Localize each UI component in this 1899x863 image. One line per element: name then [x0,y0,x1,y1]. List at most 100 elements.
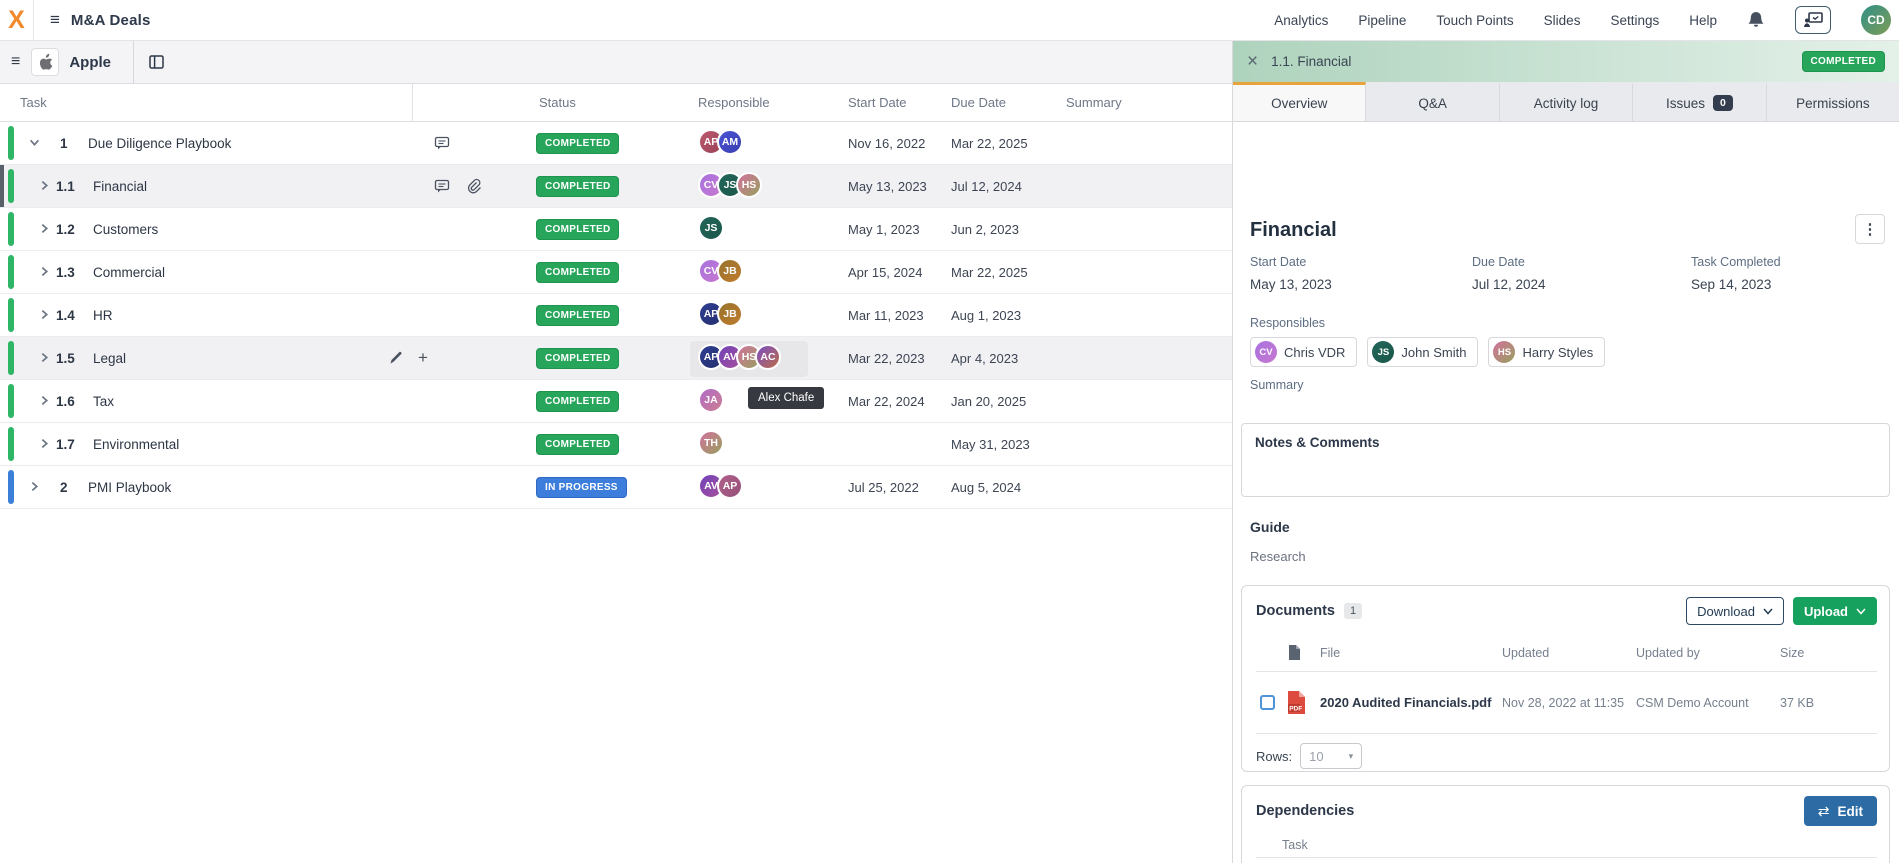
responsible-avatars[interactable]: TH [698,430,724,456]
nav-touch-points[interactable]: Touch Points [1436,12,1514,28]
task-name[interactable]: Financial [93,179,148,194]
demo-presentation-button[interactable] [1795,6,1831,34]
chevron-right-icon[interactable] [39,180,50,191]
document-row[interactable]: PDF 2020 Audited Financials.pdf Nov 28, … [1256,672,1877,734]
table-row[interactable]: 1.4 HR COMPLETED AP JB Mar 11, 2023 Aug … [0,294,1232,337]
dependency-row[interactable]: → Audited (if available) or unaudited (i… [1256,857,1877,863]
tab-label: Activity log [1533,95,1599,111]
responsible-avatars[interactable]: CV JS HS [698,172,762,198]
table-row-hovered[interactable]: 1.5 Legal + COMPLETED AP AV HS AC Mar 22… [0,337,1232,380]
responsible-avatars[interactable]: AV AP [698,473,743,499]
edit-dependencies-button[interactable]: ⇄ Edit [1803,796,1877,826]
tab-qa[interactable]: Q&A [1366,82,1500,121]
responsible-avatars[interactable]: JA [698,387,724,413]
responsible-avatars[interactable]: CV JB [698,258,743,284]
tab-activity-log[interactable]: Activity log [1499,82,1634,121]
avatar[interactable]: AC [755,344,781,370]
table-row[interactable]: 1.3 Commercial COMPLETED CV JB Apr 15, 2… [0,251,1232,294]
nav-slides[interactable]: Slides [1543,12,1581,28]
table-row[interactable]: 1.7 Environmental COMPLETED TH May 31, 2… [0,423,1232,466]
rows-per-page-select[interactable]: 10 ▾ [1300,743,1363,769]
notifications-bell-icon[interactable] [1747,10,1765,30]
nav-help[interactable]: Help [1689,12,1717,28]
responsible-name: Chris VDR [1284,344,1346,360]
table-row[interactable]: 1.2 Customers COMPLETED JS May 1, 2023 J… [0,208,1232,251]
table-row[interactable]: 1 Due Diligence Playbook COMPLETED AP AM… [0,122,1232,165]
responsible-name: Harry Styles [1522,344,1594,360]
deal-menu-icon[interactable]: ≡ [11,53,21,70]
chevron-down-icon[interactable] [29,137,40,148]
nav-pipeline[interactable]: Pipeline [1358,12,1407,28]
brand-logo[interactable]: X [0,0,34,40]
edit-pencil-icon[interactable] [389,350,404,365]
responsible-avatars[interactable]: AP AV HS AC [698,344,781,370]
doc-col-file: File [1320,646,1341,660]
user-avatar[interactable]: CD [1861,5,1891,35]
avatar[interactable]: AP [717,473,743,499]
chevron-right-icon[interactable] [39,266,50,277]
close-icon[interactable]: × [1247,51,1259,72]
avatar[interactable]: TH [698,430,724,456]
chevron-right-icon[interactable] [39,395,50,406]
chevron-down-icon [1763,608,1773,615]
responsible-chip[interactable]: JS John Smith [1367,337,1479,367]
task-name[interactable]: Environmental [93,437,180,452]
chevron-right-icon[interactable] [39,309,50,320]
task-name[interactable]: Customers [93,222,159,237]
kebab-menu-button[interactable]: ⋮ [1855,214,1885,244]
responsible-avatars[interactable]: JS [698,215,724,241]
tab-issues[interactable]: Issues 0 [1633,82,1767,121]
topbar-menu-icon[interactable]: ≡ [50,10,60,29]
document-checkbox[interactable] [1260,695,1275,710]
col-status: Status [539,95,576,110]
tab-overview[interactable]: Overview [1233,82,1367,121]
attachment-icon[interactable] [466,178,481,194]
avatar[interactable]: HS [736,172,762,198]
task-number: 1.5 [56,351,75,366]
nav-analytics[interactable]: Analytics [1274,12,1329,28]
nav-settings[interactable]: Settings [1610,12,1660,28]
avatar[interactable]: AM [717,129,743,155]
rows-label: Rows: [1256,748,1293,764]
table-row[interactable]: 1.6 Tax COMPLETED JA Mar 22, 2024 Jan 20… [0,380,1232,423]
task-name[interactable]: Tax [93,394,115,409]
download-label: Download [1697,603,1755,619]
top-bar: X ≡ M&A Deals Analytics Pipeline Touch P… [0,0,1899,41]
board-view-icon[interactable] [149,55,164,69]
document-name-link[interactable]: 2020 Audited Financials.pdf [1320,695,1492,710]
responsible-avatars[interactable]: AP JB [698,301,743,327]
chevron-right-icon[interactable] [39,438,50,449]
start-date: Mar 11, 2023 [848,308,924,323]
chevron-right-icon[interactable] [29,481,40,492]
avatar[interactable]: JB [717,258,743,284]
task-name[interactable]: Due Diligence Playbook [88,136,232,151]
responsible-avatars[interactable]: AP AM [698,129,743,155]
due-date: Apr 4, 2023 [951,351,1019,366]
comment-icon[interactable] [434,178,450,194]
comment-icon[interactable] [434,135,450,151]
download-button[interactable]: Download [1686,597,1784,625]
chevron-right-icon[interactable] [39,223,50,234]
task-name[interactable]: Legal [93,351,127,366]
issues-count-badge: 0 [1713,95,1733,111]
guide-research-link[interactable]: Research [1250,549,1306,564]
upload-button[interactable]: Upload [1792,597,1877,625]
add-icon[interactable]: + [418,348,428,367]
doc-col-size: Size [1780,646,1805,660]
avatar[interactable]: JS [698,215,724,241]
table-row[interactable]: 2 PMI Playbook IN PROGRESS AV AP Jul 25,… [0,466,1232,509]
avatar[interactable]: JB [717,301,743,327]
avatar[interactable]: JA [698,387,724,413]
responsible-chip[interactable]: HS Harry Styles [1488,337,1606,367]
tab-permissions[interactable]: Permissions [1766,82,1899,121]
task-name[interactable]: PMI Playbook [88,480,172,495]
task-name[interactable]: Commercial [93,265,166,280]
responsible-chip[interactable]: CV Chris VDR [1250,337,1358,367]
notes-comments-card[interactable]: Notes & Comments [1241,423,1890,497]
task-name[interactable]: HR [93,308,113,323]
start-date: Nov 16, 2022 [848,136,926,151]
table-row-selected[interactable]: 1.1 Financial COMPLETED CV JS HS May 13,… [0,165,1232,208]
file-icon [1289,645,1300,660]
chevron-right-icon[interactable] [39,352,50,363]
